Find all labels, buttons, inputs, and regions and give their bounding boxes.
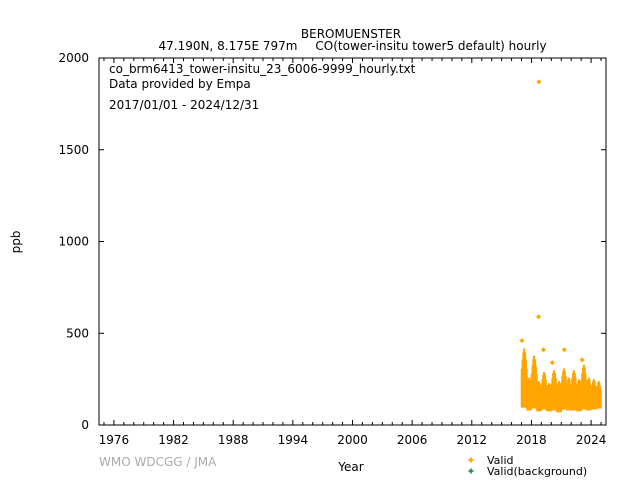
legend-label-background: Valid(background)	[487, 465, 587, 478]
x-tick-label: 2018	[516, 433, 547, 447]
valid-point	[561, 347, 567, 353]
x-tick-label: 1988	[218, 433, 249, 447]
valid-point	[519, 338, 525, 344]
y-tick-label: 500	[66, 326, 89, 340]
y-tick-label: 1000	[58, 235, 89, 249]
legend-marker-valid: ✦	[466, 454, 475, 467]
data-points	[519, 79, 602, 413]
valid-point	[540, 347, 546, 353]
chart-title: BEROMUENSTER	[301, 27, 401, 41]
y-tick-label: 1500	[58, 143, 89, 157]
x-tick-label: 2000	[337, 433, 368, 447]
station-location: 47.190N, 8.175E 797m	[159, 39, 298, 53]
watermark: WMO WDCGG / JMA	[99, 455, 217, 469]
filename-annotation: co_brm6413_tower-insitu_23_6006-9999_hou…	[109, 62, 416, 76]
valid-point	[536, 79, 542, 85]
x-tick-label: 1976	[99, 433, 130, 447]
x-tick-label: 1994	[278, 433, 309, 447]
legend-label-valid: Valid	[487, 454, 514, 467]
y-tick-label: 0	[81, 418, 89, 432]
x-tick-label: 2024	[576, 433, 607, 447]
valid-point	[536, 314, 542, 320]
legend-marker-background: ✦	[466, 465, 475, 478]
x-axis-label: Year	[337, 460, 363, 474]
y-tick-label: 2000	[58, 51, 89, 65]
provider-annotation: Data provided by Empa	[109, 77, 251, 91]
plot-frame	[98, 57, 607, 426]
period-annotation: 2017/01/01 - 2024/12/31	[109, 98, 259, 112]
valid-point	[549, 360, 555, 366]
y-axis: 0 500 1000 1500 2000	[58, 51, 606, 432]
valid-point	[579, 357, 585, 363]
x-axis: 1976 1982 1988 1994 2000 2006 2012 2018 2024	[99, 58, 607, 447]
y-axis-label: ppb	[9, 231, 23, 254]
x-tick-label: 2012	[457, 433, 488, 447]
x-tick-label: 1982	[158, 433, 189, 447]
parameter-label: CO(tower-insitu tower5 default) hourly	[315, 39, 546, 53]
legend: ✦ Valid ✦ Valid(background)	[466, 454, 587, 478]
x-tick-label: 2006	[397, 433, 428, 447]
